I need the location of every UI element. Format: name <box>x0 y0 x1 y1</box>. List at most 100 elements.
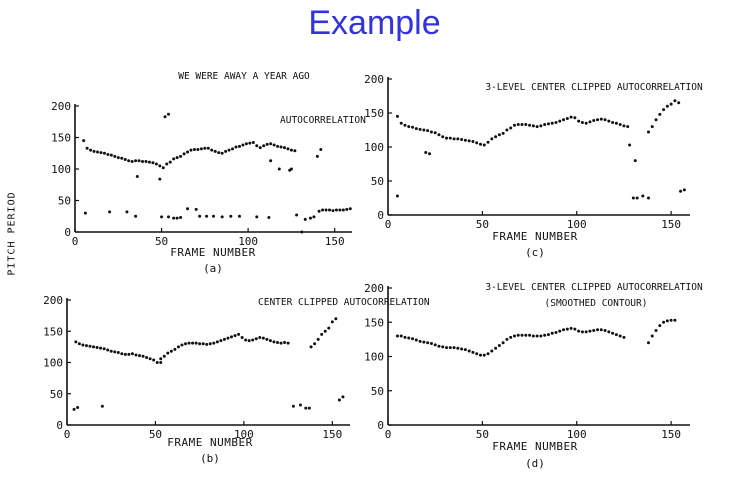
panel-label: (c) <box>525 246 545 259</box>
data-point <box>490 137 494 141</box>
data-point <box>626 125 630 129</box>
y-tick-label: 150 <box>51 132 71 145</box>
data-point <box>95 346 99 349</box>
data-point <box>158 164 162 168</box>
data-point <box>429 130 433 134</box>
data-point <box>81 343 85 347</box>
data-point <box>445 346 449 350</box>
data-point <box>654 118 658 122</box>
data-point <box>172 157 176 161</box>
data-point <box>546 333 550 337</box>
data-point <box>471 350 475 354</box>
y-tick-label: 200 <box>43 294 63 307</box>
data-point <box>565 327 569 331</box>
data-point <box>611 331 615 335</box>
data-point <box>535 125 539 129</box>
data-point <box>166 215 170 219</box>
data-point <box>175 156 179 160</box>
x-tick-label: 150 <box>661 218 681 231</box>
data-point <box>215 340 219 344</box>
data-point <box>109 153 113 157</box>
data-point <box>580 121 584 125</box>
x-tick-label: 0 <box>72 235 79 248</box>
data-point <box>528 333 532 337</box>
data-point <box>279 341 283 345</box>
data-point <box>452 137 456 141</box>
data-point <box>261 336 265 340</box>
data-point <box>562 118 566 122</box>
data-point <box>166 351 170 355</box>
x-tick-label: 150 <box>325 235 345 248</box>
data-point <box>291 404 295 408</box>
data-point <box>603 328 607 332</box>
data-point <box>317 209 321 213</box>
data-point <box>673 99 677 103</box>
data-point <box>331 209 335 213</box>
data-point <box>460 347 464 351</box>
data-point <box>213 149 217 153</box>
data-point <box>516 333 520 337</box>
data-point <box>265 337 269 341</box>
data-point <box>669 318 673 322</box>
x-axis-label: FRAME NUMBER <box>170 246 255 259</box>
data-point <box>248 141 252 145</box>
data-point <box>573 327 577 331</box>
data-point <box>141 354 145 358</box>
data-point <box>187 341 191 345</box>
data-point <box>144 159 148 163</box>
y-tick-label: 200 <box>364 73 384 86</box>
data-point <box>437 344 441 348</box>
data-point <box>592 118 596 122</box>
y-tick-label: 150 <box>364 107 384 120</box>
data-point <box>418 127 422 131</box>
data-point <box>275 341 279 344</box>
x-tick-label: 0 <box>64 428 71 441</box>
data-point <box>201 342 205 346</box>
data-point <box>145 356 149 359</box>
data-point <box>424 150 428 154</box>
data-point <box>159 357 163 361</box>
data-point <box>289 148 293 152</box>
data-point <box>677 101 681 105</box>
data-point <box>161 166 165 170</box>
data-point <box>539 334 543 338</box>
data-point <box>641 194 645 198</box>
data-point <box>277 167 281 171</box>
data-point <box>130 352 134 356</box>
data-point <box>646 341 650 345</box>
data-point <box>269 142 273 146</box>
data-point <box>482 143 486 147</box>
data-point <box>147 160 151 164</box>
data-point <box>395 194 399 198</box>
data-point <box>74 340 78 344</box>
data-point <box>237 144 241 148</box>
data-point <box>327 326 331 330</box>
data-point <box>172 216 176 220</box>
data-point <box>584 330 588 334</box>
data-point <box>258 336 262 339</box>
data-point <box>407 336 411 340</box>
data-point <box>494 135 498 139</box>
y-tick-label: 50 <box>50 388 63 401</box>
data-point <box>123 158 127 162</box>
data-point <box>265 142 269 146</box>
data-point <box>229 335 233 339</box>
data-point <box>631 196 635 200</box>
data-point <box>662 320 666 324</box>
data-point <box>276 144 280 148</box>
data-point <box>433 343 437 347</box>
data-point <box>528 123 532 127</box>
data-point <box>658 324 662 328</box>
data-point <box>611 121 615 125</box>
data-point <box>614 333 618 337</box>
data-point <box>134 214 138 218</box>
data-point <box>650 125 654 129</box>
chart-panel-2: 0 50 100 150 200 0 50 100 150 FRAME NUMBER (b) CENT… <box>43 294 430 465</box>
data-point <box>316 337 320 341</box>
chart-panel-1: 0 50 100 150 200 0 50 100 150 FRAME NUMBER (a) WE W… <box>51 71 366 275</box>
data-point <box>262 144 266 148</box>
data-point <box>135 175 139 179</box>
y-tick-label: 200 <box>364 282 384 295</box>
data-point <box>399 334 403 338</box>
x-tick-label: 50 <box>476 428 489 441</box>
